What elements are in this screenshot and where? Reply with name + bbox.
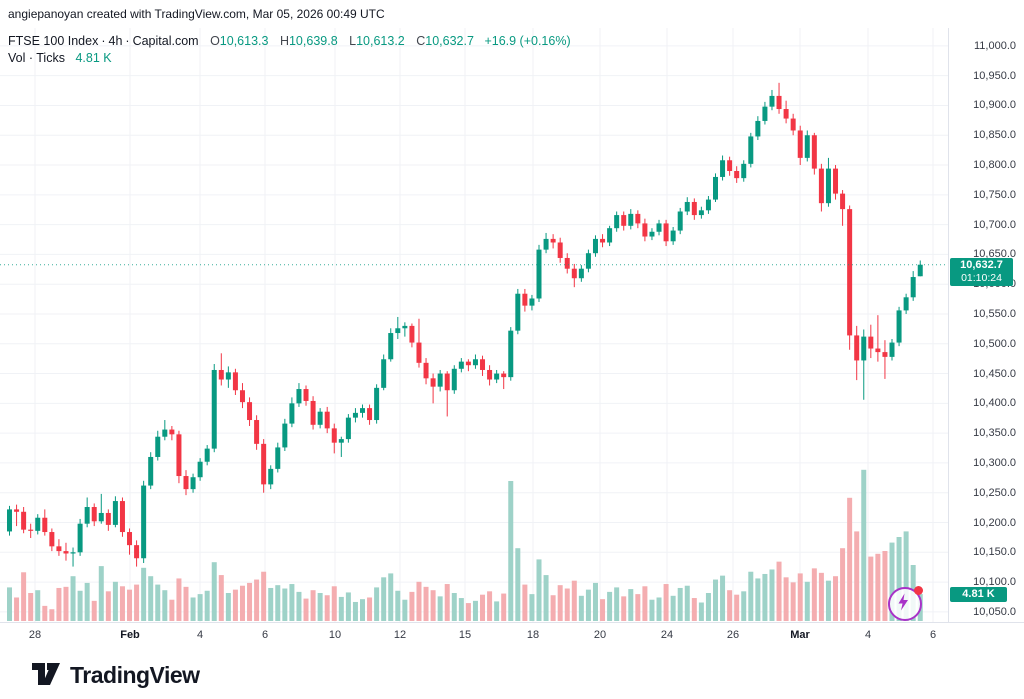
- time-tick-label: 28: [28, 629, 42, 641]
- volume-value: 4.81 K: [75, 51, 112, 65]
- price-tick-label: 10,100.0: [973, 576, 1016, 589]
- price-tick-label: 10,350.0: [973, 427, 1016, 440]
- price-tick-label: 10,150.0: [973, 546, 1016, 559]
- time-tick-label: 10: [328, 629, 342, 641]
- price-tick-label: 10,250.0: [973, 486, 1016, 499]
- price-tick-label: 10,750.0: [973, 188, 1016, 201]
- time-tick-label: 12: [393, 629, 407, 641]
- time-tick-label: 4: [196, 629, 204, 641]
- grid-lines: [0, 28, 948, 622]
- low-label: L: [349, 34, 357, 48]
- time-tick-label: 4: [864, 629, 872, 641]
- watermark-attribution: angiepanoyan created with TradingView.co…: [8, 7, 385, 21]
- change-value: +16.9 (+0.16%): [484, 34, 571, 48]
- time-tick-label: Mar: [790, 629, 810, 641]
- time-tick-label: 6: [261, 629, 269, 641]
- volume-badge: 4.81 K: [950, 587, 1007, 603]
- time-tick-label: 18: [526, 629, 540, 641]
- bar-countdown: 01:10:24: [961, 271, 1002, 284]
- price-tick-label: 10,850.0: [973, 129, 1016, 142]
- time-tick-label: Feb: [120, 629, 140, 641]
- footer-bar: TradingView: [0, 650, 1024, 699]
- close-value: 10,632.7: [425, 34, 474, 48]
- price-axis[interactable]: 11,000.0 10,950.0 10,900.0 10,850.0 10,800.0…: [948, 28, 1024, 622]
- quick-alert-button[interactable]: [888, 586, 923, 621]
- low-value: 10,613.2: [356, 34, 405, 48]
- tradingview-logo-icon[interactable]: [31, 662, 65, 688]
- last-price-badge: 10,632.7 01:10:24: [950, 257, 1013, 286]
- price-tick-label: 10,300.0: [973, 456, 1016, 469]
- price-tick-label: 11,000.0: [973, 39, 1016, 52]
- time-axis[interactable]: 28 Feb 4 6 10 12 15 18 20 24 26 Mar 4 6: [0, 622, 1024, 651]
- open-value: 10,613.3: [219, 34, 269, 48]
- time-tick-label: 26: [726, 629, 740, 641]
- high-label: H: [279, 34, 289, 48]
- legend-separator: ·: [125, 34, 130, 48]
- open-label: O: [210, 34, 220, 48]
- high-value: 10,639.8: [288, 34, 338, 48]
- time-tick-label: 20: [593, 629, 607, 641]
- price-tick-label: 10,650.0: [973, 248, 1016, 261]
- price-tick-label: 10,550.0: [973, 307, 1016, 320]
- price-tick-label: 10,800.0: [973, 159, 1016, 172]
- price-tick-label: 10,400.0: [973, 397, 1016, 410]
- volume-label: Vol · Ticks: [8, 51, 65, 65]
- legend-separator: ·: [101, 34, 106, 48]
- chart-plot[interactable]: [0, 28, 948, 622]
- price-tick-label: 10,450.0: [973, 367, 1016, 380]
- legend-symbol-row: FTSE 100 Index · 4h · Capital.com O10,613.3 …: [8, 33, 571, 50]
- exchange-label: Capital.com: [132, 34, 199, 48]
- interval-label: 4h: [108, 34, 123, 48]
- time-tick-label: 6: [929, 629, 937, 641]
- candlestick-chart-canvas[interactable]: [0, 28, 948, 622]
- alert-notification-dot: [914, 586, 923, 595]
- time-tick-label: 15: [458, 629, 472, 641]
- price-tick-label: 10,200.0: [973, 516, 1016, 529]
- last-price-value: 10,632.7: [960, 258, 1003, 271]
- time-tick-label: 24: [660, 629, 674, 641]
- price-tick-label: 10,950.0: [973, 69, 1016, 82]
- lightning-bolt-icon: [898, 593, 908, 611]
- price-tick-label: 10,500.0: [973, 337, 1016, 350]
- legend-volume-row: Vol · Ticks 4.81 K: [8, 50, 571, 67]
- price-tick-label: 10,900.0: [973, 99, 1016, 112]
- chart-legend: FTSE 100 Index · 4h · Capital.com O10,613.3 …: [8, 33, 571, 67]
- close-label: C: [416, 34, 426, 48]
- price-tick-label: 10,700.0: [973, 218, 1016, 231]
- price-tick-label: 10,050.0: [973, 605, 1016, 618]
- candlestick-series: [7, 82, 923, 567]
- tradingview-brand-text[interactable]: TradingView: [70, 662, 200, 688]
- symbol-name: FTSE 100 Index: [8, 34, 99, 48]
